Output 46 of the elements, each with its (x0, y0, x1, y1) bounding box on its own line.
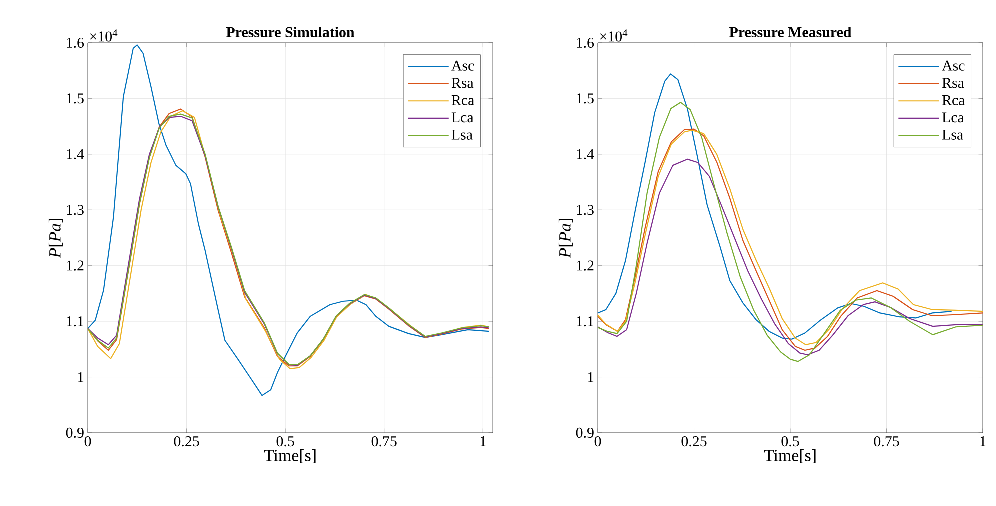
line-series (87, 44, 490, 396)
legend-label: Rsa (942, 78, 964, 88)
x-tick-label: 0.25 (682, 436, 707, 447)
x-tick-label: 0 (594, 436, 602, 447)
chart-title: Pressure Measured (730, 26, 852, 38)
y-tick-label: 1.6 (577, 38, 594, 48)
legend-label: Asc (942, 60, 965, 71)
legend-label: Rsa (452, 78, 474, 88)
y-axis-title: P[Pa] (48, 219, 63, 258)
x-tick-label: 0.5 (782, 436, 800, 447)
line-series (597, 158, 984, 356)
x-tick-label: 0.75 (874, 436, 900, 447)
y-axis-title: P[Pa] (558, 219, 573, 258)
x-tick-label: 0.25 (174, 436, 200, 447)
text: ×10$^{4}$ (600, 30, 628, 42)
y-tick-label: 1 (588, 372, 594, 382)
y-tick-label: 1.5 (577, 94, 594, 104)
y-tick-label: 0.9 (576, 428, 594, 438)
y-tick-label: 0.9 (66, 428, 84, 438)
y-tick-label: 1.1 (577, 316, 594, 327)
y-tick-label: 1.5 (67, 94, 84, 104)
x-tick-label: 0.75 (372, 436, 397, 447)
legend-label: Lca (452, 112, 474, 123)
y-tick-label: 1 (78, 372, 84, 382)
chart-title: Pressure Simulation (226, 26, 355, 38)
x-tick-label: 0.5 (276, 436, 294, 447)
y-tick-label: 1.3 (67, 205, 84, 216)
x-tick-label: 1 (980, 436, 986, 446)
text: ×10$^{4}$ (90, 30, 118, 42)
y-tick-label: 1.1 (67, 316, 84, 327)
legend-label: Lsa (452, 130, 473, 140)
y-tick-label: 1.4 (577, 149, 594, 160)
y-tick-label: 1.6 (67, 38, 84, 48)
legend-label: Rca (942, 95, 966, 106)
y-tick-label: 1.2 (67, 260, 84, 271)
y-tick-label: 1.3 (577, 205, 594, 216)
x-axis-title: Time[s] (264, 449, 316, 464)
x-tick-label: 1 (480, 436, 486, 446)
y-tick-label: 1.2 (577, 260, 594, 271)
legend-label: Rca (452, 95, 474, 106)
x-tick-label: 0 (84, 436, 92, 447)
x-axis-title: Time[s] (764, 449, 816, 464)
legend-label: Asc (452, 60, 474, 71)
legend-label: Lca (942, 112, 964, 123)
legend-label: Lsa (942, 130, 964, 140)
y-tick-label: 1.4 (67, 149, 84, 160)
